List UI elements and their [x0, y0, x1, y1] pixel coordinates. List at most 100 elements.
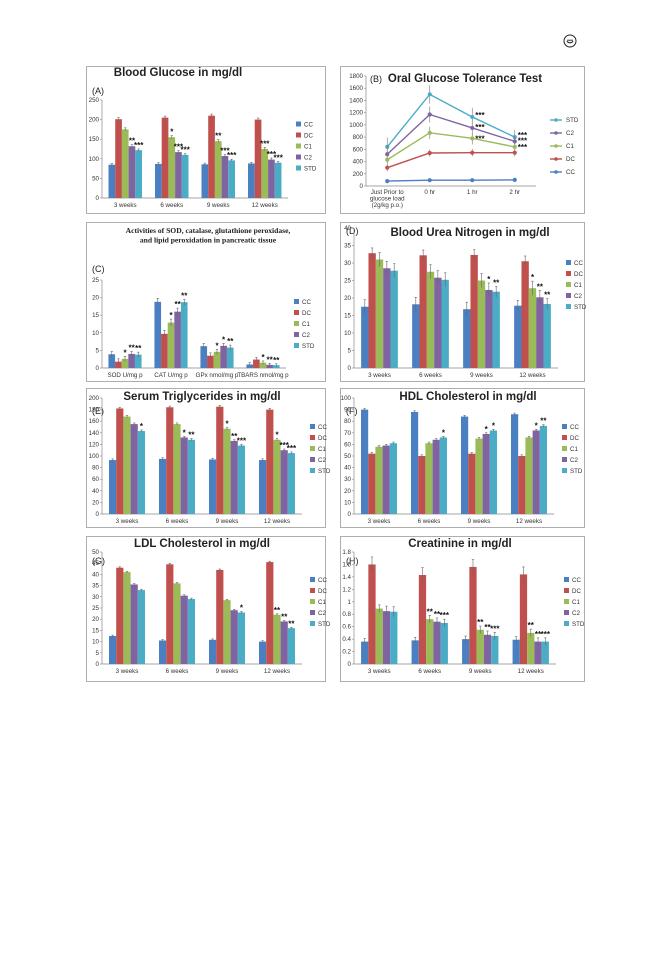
bar-cc [109, 460, 117, 514]
significance-mark: ** [227, 337, 234, 346]
legend-swatch [564, 577, 569, 582]
series-line-std [386, 93, 516, 148]
significance-mark: *** [180, 146, 190, 155]
bar-std [489, 430, 497, 514]
y-tick-label: 60 [92, 476, 99, 483]
bar-dc [253, 359, 260, 368]
bar-dc [418, 575, 427, 664]
y-tick-label: 45 [92, 560, 99, 567]
legend-label: C1 [572, 599, 580, 606]
significance-mark: *** [287, 444, 297, 453]
bar-cc [109, 636, 117, 664]
significance-mark: * [140, 422, 144, 431]
chart-title: Blood Urea Nitrogen in mg/dl [390, 227, 549, 239]
legend-swatch [294, 321, 299, 326]
legend-label: C1 [566, 143, 574, 150]
data-point [427, 150, 432, 156]
bar-c1 [375, 608, 383, 664]
legend-marker [554, 144, 558, 148]
bar-c2 [485, 289, 493, 368]
significance-mark: * [215, 341, 219, 350]
legend-swatch [564, 599, 569, 604]
x-tick-label: 1 hr [467, 189, 478, 196]
bar-std [287, 628, 295, 664]
y-tick-label: 0.2 [342, 649, 351, 656]
x-tick-label: glucose load [370, 196, 405, 203]
bar-cc [259, 641, 267, 664]
bar-std [539, 425, 547, 514]
legend-swatch [294, 343, 299, 348]
y-tick-label: 20 [92, 616, 99, 623]
legend-label: C2 [566, 130, 574, 137]
bar-dc [266, 409, 274, 514]
y-tick-label: 25 [344, 278, 351, 285]
significance-mark: * [535, 421, 539, 430]
bar-cc [108, 354, 116, 368]
panel-label: (B) [370, 74, 382, 84]
y-tick-label: 0 [348, 661, 352, 668]
significance-mark: ** [493, 278, 500, 287]
legend-label: DC [570, 435, 579, 442]
significance-mark: *** [475, 134, 485, 143]
bar-c2 [180, 595, 188, 664]
significance-mark: *** [518, 136, 528, 145]
bar-std [492, 291, 500, 368]
data-point [427, 130, 432, 135]
bar-std [543, 303, 551, 368]
significance-mark: ** [484, 623, 491, 632]
bar-c1 [375, 446, 383, 514]
data-point [470, 114, 475, 120]
data-point [427, 178, 432, 183]
x-tick-label: 12 weeks [519, 372, 545, 379]
pancreatic-enzyme-activity-chart: Activities of SOD, catalase, glutathione… [86, 222, 326, 382]
y-tick-label: 200 [89, 117, 100, 124]
bar-c2 [534, 641, 542, 664]
panel-frame [340, 388, 585, 528]
bar-cc [514, 305, 522, 368]
significance-mark: *** [273, 154, 283, 163]
panel-label: (H) [346, 556, 359, 566]
y-tick-label: 1200 [349, 110, 363, 117]
significance-mark: * [531, 273, 535, 282]
bar-dc [470, 254, 478, 368]
legend-swatch [562, 446, 567, 451]
significance-mark: *** [267, 150, 277, 159]
y-tick-label: 50 [92, 549, 99, 556]
significance-mark: ** [181, 291, 188, 300]
legend-label: DC [318, 435, 327, 442]
legend-label: STD [302, 343, 315, 350]
x-tick-label: 3 weeks [116, 518, 139, 525]
bar-c1 [273, 614, 281, 664]
y-tick-label: 90 [344, 407, 351, 414]
y-tick-label: 0 [348, 511, 352, 518]
y-tick-label: 400 [353, 159, 364, 166]
series-line-c2 [386, 113, 515, 155]
legend-swatch [310, 577, 315, 582]
legend-swatch [310, 435, 315, 440]
legend-label: CC [572, 577, 581, 584]
x-tick-label: 6 weeks [418, 518, 441, 525]
legend-label: CC [318, 424, 327, 431]
y-tick-label: 1.2 [342, 586, 351, 593]
significance-mark: *** [280, 441, 290, 450]
bar-c2 [280, 621, 288, 664]
legend-swatch [296, 154, 301, 160]
data-point [385, 157, 390, 162]
significance-mark: * [170, 128, 174, 137]
y-tick-label: 20 [92, 295, 99, 302]
legend-label: C2 [302, 332, 310, 339]
bar-c2 [130, 584, 138, 664]
panel-label: (A) [92, 86, 104, 96]
series-line-c1 [386, 132, 515, 161]
bar-c1 [476, 629, 484, 664]
bar-c2 [221, 156, 229, 198]
bar-std [390, 611, 398, 664]
bar-std [440, 622, 448, 664]
significance-mark: * [487, 275, 491, 284]
y-tick-label: 0.8 [342, 611, 351, 618]
bar-cc [461, 416, 469, 514]
bar-c1 [167, 322, 175, 368]
legend-swatch [310, 588, 315, 593]
bar-cc [259, 460, 267, 514]
legend-label: STD [570, 468, 583, 475]
